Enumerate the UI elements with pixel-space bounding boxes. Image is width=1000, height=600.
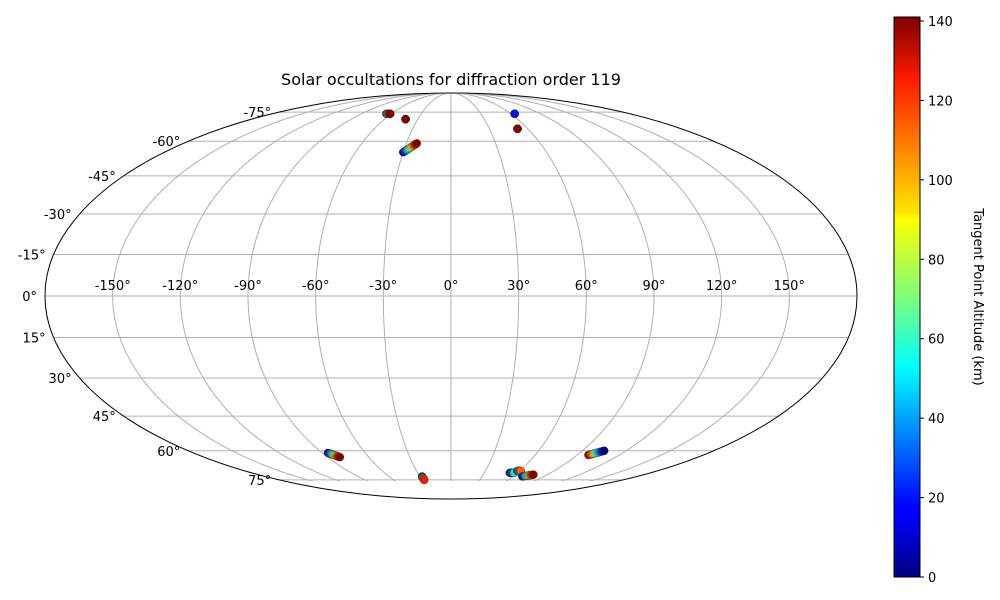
longitude-tick-label: -120° (162, 279, 198, 294)
latitude-tick-label: -30° (44, 208, 72, 223)
map-outline (44, 92, 858, 500)
colorbar-label: Tangent Point Altitude (km) (970, 207, 985, 385)
colorbar-gradient (893, 16, 921, 578)
colorbar-ticks: 0 20 40 60 80 100 120 140 (920, 15, 953, 586)
colorbar-tick-label: 20 (928, 492, 945, 507)
colorbar-tick-label: 80 (928, 253, 945, 268)
occultation-point (510, 109, 519, 118)
latitude-tick-label: 30° (49, 372, 72, 387)
occultation-point (600, 446, 609, 455)
longitude-tick-label: -30° (369, 279, 397, 294)
occultation-point (401, 114, 410, 124)
occultation-point (513, 124, 522, 133)
latitude-tick-label: -60° (153, 135, 181, 150)
latitude-tick-label: -45° (88, 170, 116, 185)
colorbar-tick-label: 0 (928, 571, 936, 586)
longitude-tick-label: 120° (706, 279, 737, 294)
longitude-tick-label: 60° (575, 279, 598, 294)
chart-title: Solar occultations for diffraction order… (281, 70, 621, 89)
latitude-tick-label: 75° (248, 474, 271, 489)
colorbar-tick-label: 40 (928, 412, 945, 427)
longitude-tick-label: 150° (774, 279, 805, 294)
latitude-tick-label: 15° (23, 332, 46, 347)
colorbar: 0 20 40 60 80 100 120 140 Tangent Point Altitud… (893, 15, 985, 586)
latitude-tick-label: 45° (93, 410, 116, 425)
longitude-tick-label: 90° (642, 279, 665, 294)
colorbar-tick-label: 60 (928, 333, 945, 348)
longitude-tick-label: -150° (95, 279, 131, 294)
latitude-tick-labels: 75° 60° 45° 30° 15° 0° -15° -30° -45° -60° -75° (18, 106, 271, 489)
longitude-tick-label: -90° (234, 279, 262, 294)
longitude-tick-labels: -150° -120° -90° -60° -30° 0° 30° 60° 90° 120° 150… (95, 279, 805, 294)
occultation-point (335, 452, 345, 462)
occultation-point (412, 139, 421, 148)
occultation-point (529, 470, 538, 479)
colorbar-tick-label: 120 (928, 94, 953, 109)
latitude-tick-label: 0° (22, 290, 37, 305)
longitude-tick-label: 30° (507, 279, 530, 294)
latitude-tick-label: -15° (18, 248, 46, 263)
latitude-tick-label: 60° (157, 445, 180, 460)
occultation-point (386, 109, 395, 118)
data-points (323, 109, 609, 485)
longitude-tick-label: -60° (302, 279, 330, 294)
latitude-tick-label: -75° (243, 106, 271, 121)
longitude-tick-label: 0° (444, 279, 459, 294)
map-grid (45, 94, 857, 481)
colorbar-tick-label: 140 (928, 15, 953, 30)
colorbar-tick-label: 100 (928, 174, 953, 189)
occultation-point (420, 475, 429, 485)
